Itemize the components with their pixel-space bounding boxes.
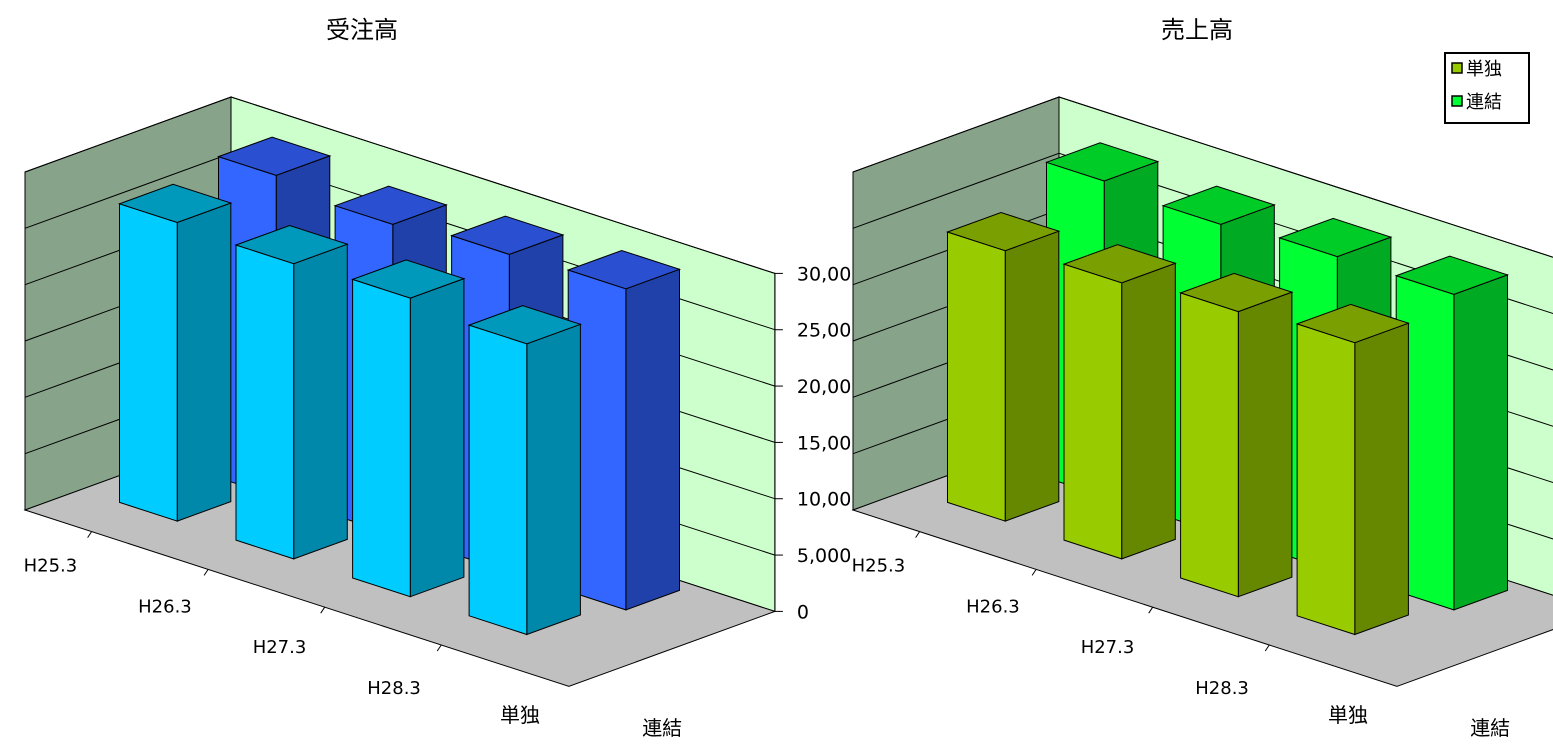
series-label: 単独	[1328, 703, 1368, 727]
x-tick-mark	[1031, 569, 1037, 576]
bar-top	[566, 249, 682, 290]
chart-title: 売上高	[1161, 16, 1233, 44]
category-label: H27.3	[253, 637, 307, 658]
y-tick-label: 10,000	[797, 489, 863, 511]
bar-side	[1004, 230, 1060, 522]
category-label: H26.3	[966, 596, 1020, 617]
bar-front	[947, 231, 1006, 522]
category-label: H26.3	[138, 596, 192, 617]
bar-side	[1237, 291, 1293, 598]
bar-単独-H28.3	[1295, 303, 1410, 636]
legend-label: 単独	[1466, 59, 1502, 80]
gridline	[852, 96, 1553, 258]
bar-top	[1179, 272, 1294, 313]
bar-top	[1044, 142, 1160, 182]
category-label: H25.3	[24, 556, 78, 577]
gridline	[24, 96, 776, 274]
legend-swatch	[1451, 62, 1463, 74]
bar-単独-H25.3	[117, 183, 233, 522]
bar-front	[235, 244, 295, 560]
category-label: H25.3	[852, 556, 906, 577]
category-label: H28.3	[1195, 678, 1249, 699]
bar-top	[234, 224, 349, 265]
chart-1: 0 5,000 10,000 15,000 20,000 25,000 30,000 H25.…	[23, 16, 863, 740]
legend-box	[1444, 52, 1530, 124]
bar-top	[351, 259, 466, 299]
bar-side	[526, 323, 581, 636]
x-tick-mark	[87, 531, 93, 538]
bar-side	[1121, 262, 1176, 560]
bar-front	[352, 278, 411, 598]
bar-top	[1295, 303, 1410, 344]
x-tick-mark	[436, 644, 442, 652]
bar-front	[468, 324, 528, 636]
bar-top	[117, 183, 233, 224]
bar-side	[1354, 322, 1409, 636]
legend-swatch	[1451, 95, 1463, 107]
chart-title: 受注高	[326, 16, 398, 44]
bar-front	[1063, 263, 1123, 560]
x-tick-mark	[320, 606, 326, 614]
bar-top	[333, 185, 448, 225]
category-label: H27.3	[1081, 637, 1135, 658]
bar-side	[409, 277, 465, 598]
x-tick-mark	[1148, 606, 1154, 614]
bar-side	[176, 202, 232, 522]
bar-top	[1062, 244, 1177, 284]
chart-2: 05,00010,00015,00020,00025,00030,000H25.…	[851, 16, 1553, 740]
bar-top	[450, 215, 565, 255]
bar-side	[293, 243, 348, 560]
bar-side	[1453, 274, 1508, 611]
bar-top	[216, 136, 332, 176]
bar-単独-H27.3	[1179, 272, 1294, 598]
series-label: 連結	[642, 716, 682, 740]
bar-top	[1394, 255, 1510, 295]
bar-top	[945, 211, 1061, 252]
bar-front	[119, 203, 178, 522]
bar-top	[467, 305, 582, 345]
bar-単独-H25.3	[945, 211, 1061, 522]
bar-単独-H28.3	[467, 305, 582, 636]
legend-label: 連結	[1466, 92, 1502, 113]
series-label: 単独	[500, 703, 540, 727]
bar-連結-H28.3	[1394, 255, 1510, 611]
bar-side	[625, 268, 680, 611]
bar-top	[1278, 217, 1393, 258]
y-tick-label: 20,000	[797, 376, 863, 398]
y-tick-label: 25,000	[797, 320, 863, 342]
bar-単独-H26.3	[1062, 244, 1177, 560]
y-tick-label: 0	[797, 601, 809, 623]
x-tick-mark	[915, 531, 921, 538]
x-tick-mark	[203, 569, 209, 576]
y-tick-label: 5,000	[797, 545, 851, 567]
category-label: H28.3	[367, 678, 421, 699]
bar-front	[1296, 323, 1356, 636]
y-tick-label: 15,000	[797, 432, 863, 454]
bar-連結-H28.3	[566, 249, 682, 611]
bar-front	[1180, 292, 1239, 598]
bar-単独-H27.3	[351, 259, 466, 598]
y-tick-label: 30,000	[797, 263, 863, 285]
bar-top	[1161, 185, 1276, 225]
series-label: 連結	[1470, 716, 1510, 740]
bar-単独-H26.3	[234, 224, 349, 560]
x-tick-mark	[1264, 644, 1270, 652]
